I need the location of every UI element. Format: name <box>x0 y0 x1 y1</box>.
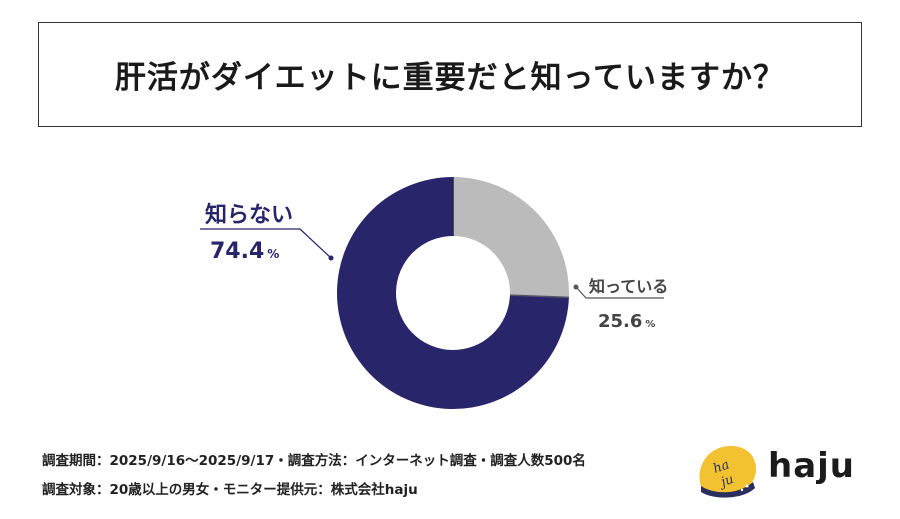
survey-target-text: 調査対象：20歳以上の男女・モニター提供元：株式会社haju <box>42 482 418 498</box>
leader-know <box>575 286 664 299</box>
value-know: 25.6% <box>598 311 655 332</box>
value-dont-know: 74.4% <box>210 239 279 264</box>
slice-separator <box>509 294 569 299</box>
haju-logo: ha ju haju <box>693 440 868 500</box>
haju-logo-text: haju <box>768 446 856 486</box>
donut-slice-know <box>453 177 570 298</box>
title-box: 肝活がダイエットに重要だと知っていますか？ <box>38 22 862 127</box>
leader-dont-know-dot <box>328 255 334 261</box>
survey-period-text: 調査期間：2025/9/16～2025/9/17・調査方法：インターネット調査・… <box>42 453 586 469</box>
leader-dont-know <box>200 228 332 259</box>
label-dont-know: 知らない <box>205 202 293 228</box>
donut-slice-dont-know <box>337 177 569 410</box>
svg-text:ha: ha <box>711 457 731 477</box>
leader-know-dot <box>573 284 579 290</box>
haju-logo-mark-icon: ha ju <box>699 446 756 498</box>
label-know: 知っている <box>589 277 668 296</box>
chart-title: 肝活がダイエットに重要だと知っていますか？ <box>114 60 786 96</box>
